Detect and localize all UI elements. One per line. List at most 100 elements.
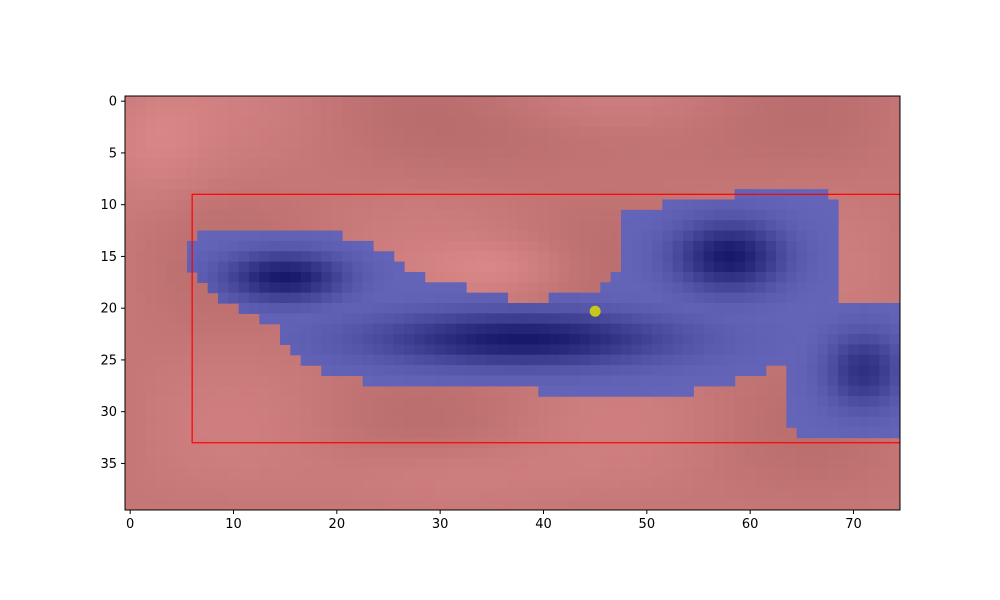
overlay-cell xyxy=(858,365,870,377)
overlay-cell xyxy=(827,323,839,335)
overlay-cell xyxy=(259,261,271,273)
heatmap-cell xyxy=(621,489,632,501)
heatmap-cell xyxy=(352,137,364,149)
heatmap-cell xyxy=(300,458,312,470)
heatmap-cell xyxy=(259,344,271,356)
overlay-cell xyxy=(269,251,281,263)
heatmap-cell xyxy=(889,251,900,263)
heatmap-cell xyxy=(807,468,818,480)
heatmap-cell xyxy=(827,178,839,190)
heatmap-cell xyxy=(207,334,219,345)
overlay-cell xyxy=(817,271,829,283)
heatmap-cell xyxy=(176,240,188,252)
heatmap-cell xyxy=(590,168,601,180)
heatmap-cell xyxy=(218,106,229,118)
overlay-cell xyxy=(807,344,818,356)
overlay-cell xyxy=(517,334,529,345)
overlay-cell xyxy=(579,323,591,335)
heatmap-cell xyxy=(838,292,849,304)
heatmap-cell xyxy=(497,199,508,211)
heatmap-cell xyxy=(600,499,612,510)
heatmap-cell xyxy=(652,199,663,211)
heatmap-cell xyxy=(600,489,612,501)
overlay-cell xyxy=(703,313,715,325)
heatmap-cell xyxy=(383,116,395,128)
overlay-cell xyxy=(424,365,436,377)
heatmap-cell xyxy=(383,478,395,490)
heatmap-cell xyxy=(765,416,777,428)
overlay-cell xyxy=(538,323,550,335)
heatmap-cell xyxy=(683,158,694,170)
heatmap-cell xyxy=(311,447,322,459)
heatmap-cell xyxy=(424,209,436,221)
overlay-cell xyxy=(362,240,374,252)
overlay-cell xyxy=(683,271,694,283)
heatmap-cell xyxy=(466,416,477,428)
heatmap-cell xyxy=(218,354,229,366)
overlay-cell xyxy=(393,282,405,294)
heatmap-cell xyxy=(755,499,767,510)
overlay-cell xyxy=(755,261,767,273)
heatmap-cell xyxy=(383,499,395,510)
heatmap-cell xyxy=(259,468,271,480)
heatmap-cell xyxy=(466,137,477,149)
heatmap-cell xyxy=(166,106,178,118)
heatmap-cell xyxy=(218,116,229,128)
heatmap-cell xyxy=(269,396,281,408)
heatmap-cell xyxy=(373,116,384,128)
overlay-cell xyxy=(724,344,736,356)
overlay-cell xyxy=(321,240,333,252)
bounding-box xyxy=(191,193,900,444)
overlay-cell xyxy=(755,303,767,314)
heatmap-cell xyxy=(455,209,467,221)
heatmap-cell xyxy=(342,96,353,107)
heatmap-cell xyxy=(249,209,260,221)
heatmap-cell xyxy=(590,271,601,283)
heatmap-cell xyxy=(858,116,870,128)
heatmap-cell xyxy=(497,261,508,273)
overlay-cell xyxy=(858,313,870,325)
heatmap-cell xyxy=(362,458,374,470)
overlay-cell xyxy=(858,406,870,418)
heatmap-cell xyxy=(559,251,570,263)
overlay-cell xyxy=(342,344,353,356)
heatmap-cell xyxy=(156,303,167,314)
heatmap-cell xyxy=(838,271,849,283)
heatmap-cell xyxy=(497,282,508,294)
overlay-cell xyxy=(869,406,880,418)
heatmap-cell xyxy=(621,458,632,470)
overlay-cell xyxy=(693,261,705,273)
heatmap-cell xyxy=(590,240,601,252)
heatmap-cell xyxy=(156,323,167,335)
heatmap-cell xyxy=(476,458,488,470)
overlay-cell xyxy=(548,313,560,325)
heatmap-cell xyxy=(145,468,157,480)
heatmap-cell xyxy=(156,468,167,480)
overlay-cell xyxy=(218,282,229,294)
heatmap-cell xyxy=(135,313,147,325)
overlay-cell xyxy=(631,313,643,325)
heatmap-cell xyxy=(600,137,612,149)
heatmap-cell xyxy=(765,396,777,408)
overlay-cell xyxy=(373,303,384,314)
overlay-cell xyxy=(621,303,632,314)
overlay-cell xyxy=(703,365,715,377)
heatmap-cell xyxy=(621,137,632,149)
overlay-cell xyxy=(776,261,787,273)
heatmap-cell xyxy=(362,230,374,242)
heatmap-cell xyxy=(290,116,302,128)
heatmap-cell xyxy=(776,137,787,149)
heatmap-cell xyxy=(207,96,219,107)
overlay-cell xyxy=(755,199,767,211)
heatmap-cell xyxy=(125,334,136,345)
heatmap-cell xyxy=(672,147,684,159)
heatmap-cell xyxy=(476,137,488,149)
heatmap-cell xyxy=(497,209,508,221)
heatmap-cell xyxy=(476,251,488,263)
overlay-cell xyxy=(414,313,426,325)
heatmap-cell xyxy=(848,96,860,107)
heatmap-cell xyxy=(290,220,302,232)
heatmap-cell xyxy=(197,96,209,107)
overlay-cell xyxy=(342,282,353,294)
